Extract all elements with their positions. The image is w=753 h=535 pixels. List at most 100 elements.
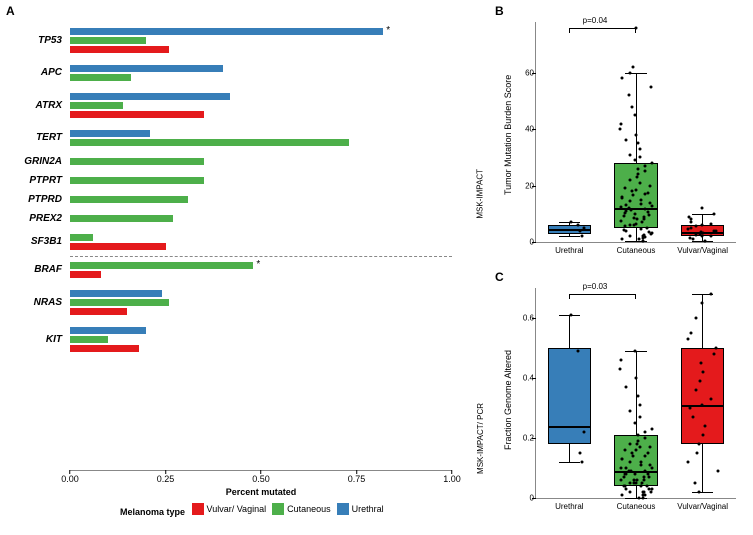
gene-bar (70, 234, 93, 241)
data-point (620, 77, 623, 80)
xtick-label: Urethral (555, 502, 583, 511)
panel-a-section-separator (70, 256, 452, 257)
pval-bracket (569, 294, 636, 295)
data-point (632, 455, 635, 458)
data-point (695, 317, 698, 320)
data-point (639, 156, 642, 159)
data-point (688, 215, 691, 218)
panel-b-label: B (495, 4, 504, 18)
gene-label: NRAS (2, 297, 62, 308)
data-point (644, 437, 647, 440)
data-point (620, 359, 623, 362)
ytick-label: 0 (504, 494, 534, 503)
data-point (642, 215, 645, 218)
data-point (633, 350, 636, 353)
xtick-label: Vulvar/Vaginal (677, 502, 728, 511)
legend-title: Melanoma type (120, 507, 185, 517)
gene-bar (70, 327, 146, 334)
data-point (624, 225, 627, 228)
panel-a-xtick-label: 0.75 (348, 474, 366, 484)
gene-bar (70, 111, 204, 118)
data-point (709, 222, 712, 225)
panel-a-label: A (6, 4, 15, 18)
data-point (639, 147, 642, 150)
data-point (714, 347, 717, 350)
data-point (620, 458, 623, 461)
data-point (650, 162, 653, 165)
data-point (622, 476, 625, 479)
data-point (643, 470, 646, 473)
data-point (645, 485, 648, 488)
pval-text: p=0.03 (583, 282, 608, 291)
data-point (643, 164, 646, 167)
gene-label: TERT (2, 132, 62, 143)
panel-c: C 00.20.40.6UrethralCutaneousVulvar/Vagi… (495, 270, 745, 535)
panel-a: A TP53*APCATRXTERTGRIN2APTPRTPTPRDPREX2S… (0, 0, 480, 535)
data-point (647, 452, 650, 455)
xtick-label: Cutaneous (617, 246, 656, 255)
data-point (630, 190, 633, 193)
data-point (712, 353, 715, 356)
data-point (620, 479, 623, 482)
data-point (620, 237, 623, 240)
data-point (624, 203, 627, 206)
data-point (637, 434, 640, 437)
gene-bar (70, 102, 123, 109)
ytick-line (532, 129, 536, 130)
data-point (624, 467, 627, 470)
data-point (624, 473, 627, 476)
data-point (697, 491, 700, 494)
data-point (634, 482, 637, 485)
data-point (629, 71, 632, 74)
gene-label: PTPRT (2, 175, 62, 186)
data-point (712, 212, 715, 215)
data-point (633, 422, 636, 425)
gene-bar (70, 243, 166, 250)
data-point (634, 133, 637, 136)
panel-a-xtick: 1.00 (443, 470, 461, 484)
gene-bar (70, 290, 162, 297)
data-point (636, 218, 639, 221)
data-point (630, 452, 633, 455)
data-point (619, 368, 622, 371)
gene-bar (70, 262, 253, 269)
data-point (634, 449, 637, 452)
data-point (651, 231, 654, 234)
ytick-label: 0.6 (504, 314, 534, 323)
data-point (640, 464, 643, 467)
data-point (633, 159, 636, 162)
gene-bar (70, 37, 146, 44)
data-point (580, 461, 583, 464)
panel-a-xtick-label: 0.00 (61, 474, 79, 484)
data-point (700, 362, 703, 365)
data-point (628, 461, 631, 464)
data-point (634, 212, 637, 215)
panel-a-xaxis-label: Percent mutated (70, 487, 452, 497)
data-point (642, 233, 645, 236)
data-point (619, 206, 622, 209)
data-point (649, 464, 652, 467)
ytick-line (532, 498, 536, 499)
data-point (577, 224, 580, 227)
data-point (637, 173, 640, 176)
data-point (647, 191, 650, 194)
gene-bar (70, 196, 188, 203)
whisker-cap (559, 236, 581, 237)
data-point (649, 491, 652, 494)
data-point (649, 201, 652, 204)
data-point (642, 476, 645, 479)
legend: Melanoma type Vulvar/ VaginalCutaneousUr… (120, 503, 390, 517)
data-point (650, 428, 653, 431)
data-point (623, 449, 626, 452)
data-point (700, 404, 703, 407)
data-point (647, 473, 650, 476)
data-point (694, 482, 697, 485)
data-point (647, 231, 650, 234)
data-point (637, 395, 640, 398)
data-point (637, 440, 640, 443)
data-point (640, 221, 643, 224)
gene-label: APC (2, 67, 62, 78)
data-point (687, 338, 690, 341)
data-point (628, 410, 631, 413)
data-point (710, 398, 713, 401)
